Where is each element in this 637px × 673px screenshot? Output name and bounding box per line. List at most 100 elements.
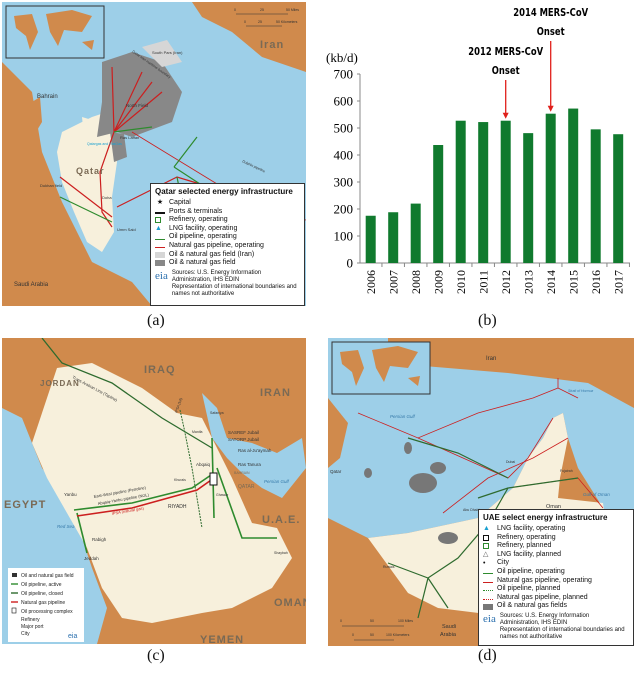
- bar-2008: [410, 203, 421, 263]
- svg-text:50: 50: [370, 619, 374, 623]
- label-iran: Iran: [260, 39, 284, 51]
- label-qatargas: Qatargas and RasGas: [87, 142, 122, 146]
- lng-icon: ▲: [155, 225, 162, 233]
- svg-text:IPSA (natural gas): IPSA (natural gas): [111, 505, 144, 516]
- y-tick-label: 400: [334, 148, 354, 163]
- bar-2013: [523, 133, 534, 263]
- arrow-head-icon: [502, 112, 509, 119]
- y-tick-label: 100: [334, 229, 354, 244]
- svg-text:Strait of Hormuz: Strait of Hormuz: [568, 389, 594, 393]
- x-tick-label: 2016: [589, 270, 603, 294]
- scale-bar-d: 0 50 100 Miles 0 50 100 Kilometers: [340, 619, 413, 641]
- label-bahrain: Bahrain: [37, 94, 58, 100]
- y-axis-label: (kb/d): [326, 50, 358, 65]
- label-dukhan: Dukhan field: [40, 183, 62, 188]
- legend-item: ▲ LNG facility, operating: [155, 224, 238, 233]
- bar-2016: [590, 129, 601, 263]
- y-tick-label: 600: [334, 94, 354, 109]
- legend-item: △ LNG facility, planned: [483, 550, 562, 559]
- label-persian-gulf-d: Persian Gulf: [390, 414, 416, 419]
- x-tick-label: 2009: [432, 270, 446, 294]
- svg-text:RIYADH: RIYADH: [168, 504, 187, 510]
- x-tick-label: 2010: [454, 270, 468, 294]
- label-ras-laffan: Ras Laffan: [120, 135, 139, 140]
- legend-qatar: Qatar selected energy infrastructure ★ Ca…: [150, 183, 305, 306]
- legend-item: Refinery, operating: [483, 534, 629, 543]
- svg-text:Refinery: Refinery: [21, 617, 40, 623]
- dark-field-icon: [155, 260, 165, 267]
- star-icon: ★: [156, 199, 164, 207]
- svg-text:Abu Dhabi: Abu Dhabi: [463, 508, 480, 512]
- x-tick-label: 2017: [612, 270, 626, 294]
- svg-text:Dubai: Dubai: [506, 460, 515, 464]
- legend-uae: UAE select energy infrastructure ▲ LNG fa…: [478, 509, 634, 646]
- caption-c: (c): [147, 647, 165, 664]
- label-south-pars: South Pars (Iran): [152, 50, 183, 55]
- oil-line-icon: [155, 236, 165, 240]
- caption-d: (d): [478, 647, 497, 664]
- bar-2011: [478, 122, 489, 263]
- svg-text:Natural gas pipeline: Natural gas pipeline: [21, 600, 65, 606]
- bar-2006: [365, 215, 376, 263]
- legend-saudi: Oil and natural gas field Oil pipeline, …: [8, 568, 84, 642]
- svg-text:Manifa: Manifa: [192, 430, 203, 434]
- svg-text:Gulf of Oman: Gulf of Oman: [583, 492, 610, 497]
- svg-text:Ras Tanura: Ras Tanura: [238, 462, 261, 467]
- y-tick-label: 0: [347, 256, 354, 271]
- label-egypt: EGYPT: [4, 499, 46, 511]
- refinery-planned-icon: [483, 543, 489, 550]
- legend-item: Ports & terminals: [155, 208, 300, 217]
- oil-line-icon: [483, 570, 493, 575]
- city-icon: •: [483, 559, 486, 567]
- label-jordan: JORDAN: [40, 379, 80, 388]
- svg-text:Fujairah: Fujairah: [560, 469, 573, 473]
- legend-item: Oil & natural gas fields: [483, 602, 629, 611]
- label-north-field: North Field: [126, 103, 149, 108]
- scale-bar: 0 25 50 Miles 0 25 50 Kilometers: [234, 8, 299, 27]
- legend-item: Refinery, operating: [155, 216, 300, 225]
- x-tick-label: 2012: [499, 270, 513, 294]
- label-red-sea: Red Sea: [57, 524, 75, 529]
- svg-text:eia: eia: [68, 633, 77, 640]
- x-tick-label: 2011: [477, 270, 491, 294]
- label-iran-c: IRAN: [260, 387, 291, 399]
- svg-text:Ruwais: Ruwais: [383, 565, 395, 569]
- svg-text:Ras al-Ju'aymah: Ras al-Ju'aymah: [238, 448, 272, 453]
- label-iraq: IRAQ: [144, 364, 176, 376]
- y-tick-label: 200: [334, 202, 354, 217]
- y-tick-label: 700: [334, 67, 354, 82]
- legend-item: Refinery, planned: [483, 542, 629, 551]
- svg-text:50 Kilometers: 50 Kilometers: [276, 20, 298, 24]
- caption-b: (b): [478, 312, 497, 329]
- svg-text:Shaybah: Shaybah: [274, 551, 288, 555]
- svg-text:Abqaiq: Abqaiq: [196, 462, 211, 467]
- bar-2009: [433, 145, 444, 263]
- y-tick-label: 500: [334, 121, 354, 136]
- light-field-icon: [155, 251, 165, 258]
- bar-2010: [455, 120, 466, 264]
- svg-text:0: 0: [234, 8, 236, 12]
- gas-planned-icon: [483, 596, 493, 601]
- eia-logo: eia: [155, 269, 168, 282]
- svg-text:50: 50: [370, 633, 374, 637]
- svg-text:IPSA (full): IPSA (full): [174, 397, 183, 413]
- svg-text:Oil pipeline, closed: Oil pipeline, closed: [21, 591, 63, 597]
- label-yemen: YEMEN: [200, 634, 244, 644]
- label-doha: Doha: [102, 195, 112, 200]
- label-uae: U.A.E.: [262, 514, 300, 526]
- legend-item: ▲ LNG facility, operating: [483, 525, 566, 533]
- legend-source: Sources: U.S. Energy Information Adminis…: [499, 612, 590, 626]
- x-tick-label: 2006: [364, 270, 378, 294]
- bar-2007: [388, 212, 399, 263]
- svg-text:0: 0: [340, 619, 342, 623]
- arrow-head-icon: [547, 105, 554, 112]
- svg-text:Arabia: Arabia: [440, 632, 457, 638]
- label-bahrain-c: BAHRAIN: [234, 471, 250, 475]
- gas-line-icon: [483, 579, 493, 583]
- svg-text:Yanbu: Yanbu: [64, 492, 77, 497]
- label-umm-said: Umm Said: [117, 227, 136, 232]
- x-tick-label: 2014: [544, 270, 558, 294]
- legend-item: Oil pipeline, operating: [155, 233, 300, 242]
- annotation-onset: Onset: [492, 65, 520, 77]
- legend-title: UAE select energy infrastructure: [483, 513, 608, 522]
